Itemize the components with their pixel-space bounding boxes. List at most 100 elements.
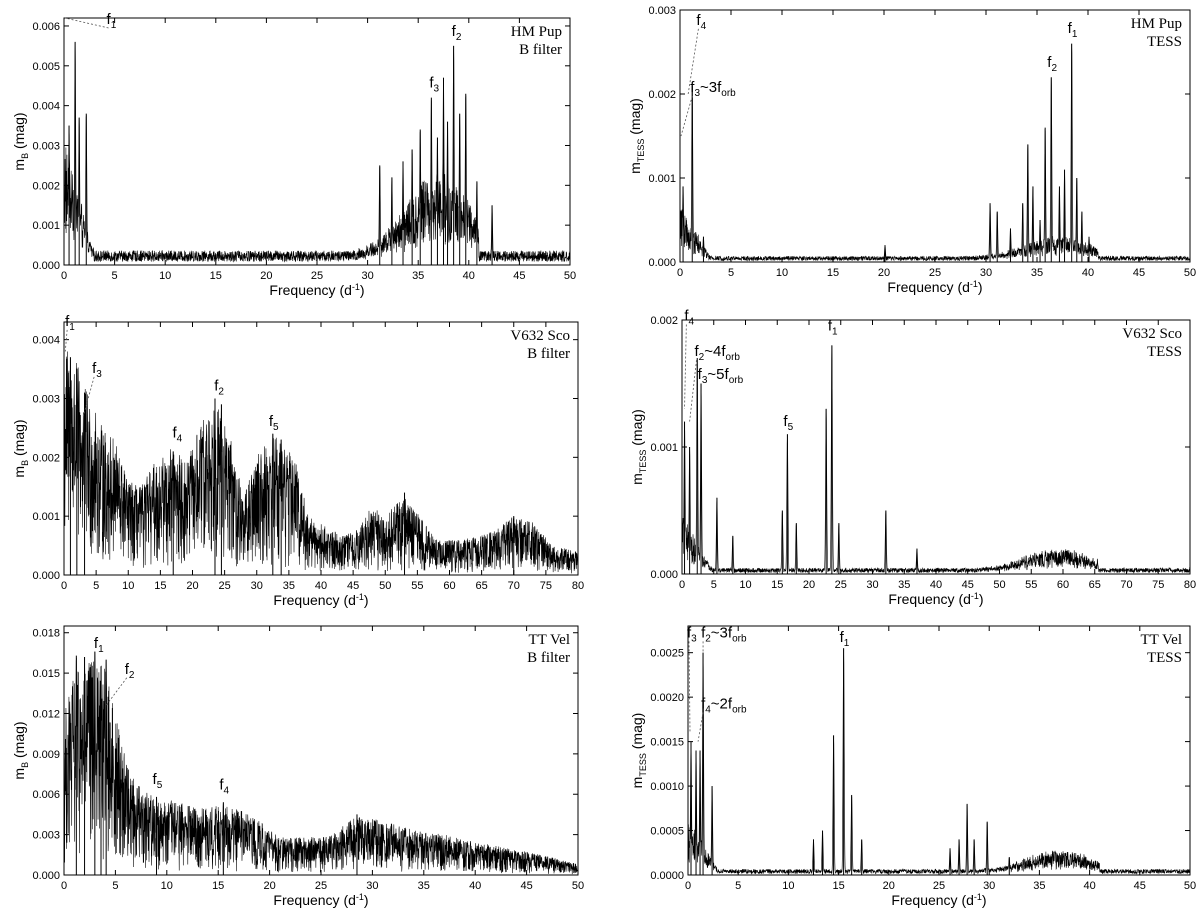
x-tick-label: 15 bbox=[154, 580, 166, 592]
panel-5: 0 5 10 15 20 25 30 35 40 45 50 0.000 0.003 0.006 0.009… bbox=[11, 625, 584, 908]
filter-name: B filter bbox=[527, 346, 570, 362]
x-tick-label: 0 bbox=[677, 267, 683, 279]
x-tick-label: 45 bbox=[513, 270, 525, 282]
x-axis-label: Frequency (d-1) bbox=[273, 592, 368, 608]
x-tick-label: 15 bbox=[771, 579, 783, 591]
x-tick-label: 55 bbox=[1025, 579, 1037, 591]
star-name: TT Vel bbox=[528, 632, 570, 648]
x-tick-label: 60 bbox=[443, 580, 455, 592]
x-tick-label: 10 bbox=[159, 270, 171, 282]
y-tick-label: 0.018 bbox=[32, 628, 60, 640]
y-tick-label: 0.000 bbox=[32, 570, 60, 582]
x-tick-label: 50 bbox=[1184, 880, 1196, 892]
star-name: V632 Sco bbox=[1122, 326, 1182, 342]
frequency-label-f1: f1 bbox=[94, 635, 104, 655]
filter-name: B filter bbox=[519, 42, 562, 58]
frequency-label-f4: f4 bbox=[172, 425, 182, 445]
y-tick-label: 0.001 bbox=[32, 511, 60, 523]
x-tick-label: 75 bbox=[540, 580, 552, 592]
x-tick-label: 55 bbox=[411, 580, 423, 592]
y-tick-label: 0.000 bbox=[32, 260, 60, 272]
y-tick-label: 0.0020 bbox=[650, 692, 684, 704]
y-tick-label: 0.002 bbox=[32, 452, 60, 464]
y-axis-label: mB (mag) bbox=[11, 419, 30, 477]
x-tick-label: 25 bbox=[219, 580, 231, 592]
x-tick-label: 60 bbox=[1057, 579, 1069, 591]
plot-frame bbox=[63, 17, 571, 266]
x-tick-label: 10 bbox=[161, 880, 173, 892]
y-tick-label: 0.006 bbox=[32, 789, 60, 801]
x-tick-label: 70 bbox=[1120, 579, 1132, 591]
x-tick-label: 25 bbox=[929, 267, 941, 279]
x-tick-label: 65 bbox=[1089, 579, 1101, 591]
frequency-label-f2: f2 bbox=[214, 378, 224, 398]
x-tick-label: 80 bbox=[572, 580, 584, 592]
x-tick-label: 45 bbox=[347, 580, 359, 592]
x-tick-label: 20 bbox=[260, 270, 272, 282]
annotation-leader bbox=[688, 641, 691, 733]
x-tick-label: 10 bbox=[776, 267, 788, 279]
star-name: HM Pup bbox=[511, 24, 562, 40]
x-tick-label: 35 bbox=[412, 270, 424, 282]
x-tick-label: 45 bbox=[520, 880, 532, 892]
frequency-label-f1: f1 bbox=[840, 629, 850, 649]
y-tick-label: 0.0010 bbox=[650, 781, 684, 793]
y-tick-label: 0.002 bbox=[648, 89, 676, 101]
x-axis-label: Frequency (d-1) bbox=[887, 279, 982, 295]
y-tick-label: 0.009 bbox=[32, 749, 60, 761]
x-tick-label: 20 bbox=[883, 880, 895, 892]
x-tick-label: 50 bbox=[1184, 267, 1196, 279]
spectrum-line bbox=[63, 42, 571, 263]
x-tick-label: 5 bbox=[728, 267, 734, 279]
frequency-label-f5: f5 bbox=[269, 413, 279, 433]
x-tick-label: 50 bbox=[572, 880, 584, 892]
spectrum-line bbox=[63, 351, 579, 574]
y-tick-label: 0.005 bbox=[32, 61, 60, 73]
y-tick-label: 0.003 bbox=[32, 830, 60, 842]
x-tick-label: 0 bbox=[61, 270, 67, 282]
y-axis-label: mTESS (mag) bbox=[629, 713, 648, 789]
x-tick-label: 40 bbox=[463, 270, 475, 282]
y-axis-label: mB (mag) bbox=[11, 112, 30, 170]
y-tick-label: 0.006 bbox=[32, 21, 60, 33]
annotation-leader bbox=[680, 95, 693, 137]
x-tick-label: 50 bbox=[379, 580, 391, 592]
x-axis-label: Frequency (d-1) bbox=[269, 282, 364, 298]
x-tick-label: 40 bbox=[469, 880, 481, 892]
frequency-label-f4: f4 bbox=[696, 12, 706, 32]
x-tick-label: 20 bbox=[803, 579, 815, 591]
x-tick-label: 5 bbox=[711, 579, 717, 591]
x-tick-label: 45 bbox=[962, 579, 974, 591]
x-tick-label: 50 bbox=[993, 579, 1005, 591]
y-tick-label: 0.0025 bbox=[650, 648, 684, 660]
y-tick-label: 0.003 bbox=[32, 140, 60, 152]
plot-frame bbox=[681, 319, 1191, 575]
x-tick-label: 15 bbox=[827, 267, 839, 279]
x-tick-label: 15 bbox=[212, 880, 224, 892]
frequency-label-f4: f4 bbox=[684, 308, 694, 328]
x-tick-label: 30 bbox=[251, 580, 263, 592]
x-tick-label: 25 bbox=[835, 579, 847, 591]
spectrum-line bbox=[679, 44, 1191, 262]
frequency-label-f2: f2 bbox=[1047, 54, 1057, 74]
x-tick-label: 30 bbox=[866, 579, 878, 591]
frequency-label-f2: f2~3forb bbox=[701, 624, 747, 644]
x-tick-label: 45 bbox=[1133, 267, 1145, 279]
y-tick-label: 0.000 bbox=[32, 870, 60, 882]
x-tick-label: 65 bbox=[476, 580, 488, 592]
y-tick-label: 0.001 bbox=[32, 220, 60, 232]
frequency-label-f3: f3 bbox=[687, 624, 697, 644]
plot-frame bbox=[679, 9, 1191, 263]
filter-name: TESS bbox=[1147, 344, 1182, 360]
x-tick-label: 35 bbox=[283, 580, 295, 592]
annotation-leader bbox=[697, 712, 704, 742]
frequency-label-f3: f3~3forb bbox=[690, 79, 736, 99]
annotation-leader bbox=[684, 324, 687, 409]
y-tick-label: 0.012 bbox=[32, 708, 60, 720]
spectrum-line bbox=[687, 648, 1191, 875]
x-tick-label: 20 bbox=[263, 880, 275, 892]
frequency-label-f5: f5 bbox=[783, 413, 793, 433]
x-tick-label: 35 bbox=[1033, 880, 1045, 892]
x-tick-label: 30 bbox=[366, 880, 378, 892]
y-tick-label: 0.004 bbox=[32, 101, 60, 113]
